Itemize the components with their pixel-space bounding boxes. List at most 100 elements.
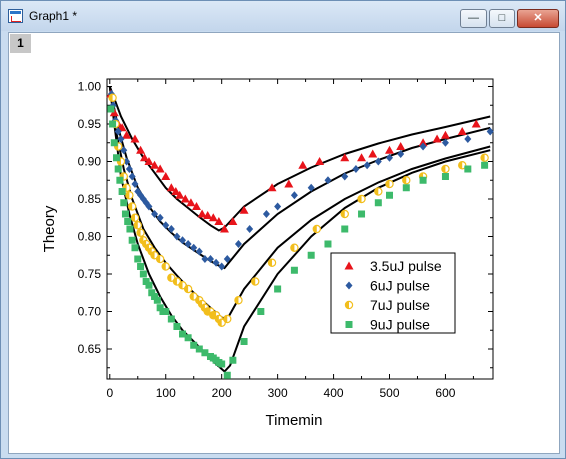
data-point-series-3 xyxy=(312,224,321,234)
x-tick-label: 200 xyxy=(212,386,232,400)
data-point-series-1 xyxy=(219,224,229,233)
legend-marker-series-3 xyxy=(344,300,354,310)
data-point-series-1 xyxy=(117,123,127,132)
data-point-series-2 xyxy=(201,255,209,263)
y-axis-label: Theory xyxy=(41,205,58,252)
close-icon: ✕ xyxy=(533,12,543,24)
data-point-series-4 xyxy=(464,165,472,173)
data-point-series-4 xyxy=(324,240,332,248)
data-point-series-4 xyxy=(240,338,248,345)
x-tick-label: 500 xyxy=(379,386,399,400)
data-point-series-2 xyxy=(234,240,242,248)
data-point-series-1 xyxy=(432,134,442,143)
data-point-series-2 xyxy=(173,232,181,241)
data-point-series-4 xyxy=(419,176,427,184)
data-point-series-4 xyxy=(126,225,134,233)
data-point-series-4 xyxy=(341,225,349,233)
data-point-series-3 xyxy=(357,194,366,204)
data-point-series-3 xyxy=(290,243,299,252)
graph-window-icon[interactable] xyxy=(8,9,23,23)
data-point-series-1 xyxy=(471,119,481,128)
data-point-series-4 xyxy=(128,236,136,244)
data-point-series-3 xyxy=(374,187,383,196)
data-point-series-1 xyxy=(166,183,176,192)
data-point-series-3 xyxy=(183,284,193,294)
data-point-series-1 xyxy=(150,160,160,169)
data-point-series-4 xyxy=(139,270,147,278)
data-point-series-4 xyxy=(195,345,203,353)
minimize-icon: — xyxy=(468,12,479,24)
data-point-series-1 xyxy=(144,157,154,165)
legend-label: 3.5uJ pulse xyxy=(370,258,442,274)
data-point-series-3 xyxy=(223,314,232,324)
y-tick-label: 0.80 xyxy=(78,230,102,244)
data-point-series-4 xyxy=(173,323,181,330)
data-point-series-1 xyxy=(203,211,213,219)
layer-tab[interactable]: 1 xyxy=(10,34,31,53)
data-point-series-3 xyxy=(167,273,176,282)
data-point-series-4 xyxy=(229,356,237,364)
title-bar[interactable]: Graph1 * — □ ✕ xyxy=(1,1,565,31)
data-point-series-2 xyxy=(131,180,139,188)
data-point-series-3 xyxy=(178,281,187,290)
legend[interactable]: 3.5uJ pulse 6uJ pulse 7uJ pulse 9uJ pulse xyxy=(330,252,456,334)
data-point-series-1 xyxy=(267,183,277,192)
data-point-series-4 xyxy=(137,263,145,270)
minimize-button[interactable]: — xyxy=(460,9,487,28)
data-point-series-2 xyxy=(307,183,315,192)
data-point-series-2 xyxy=(397,150,405,158)
y-tick-label: 0.70 xyxy=(78,305,102,319)
data-point-series-4 xyxy=(441,173,449,180)
data-point-series-1 xyxy=(186,198,196,207)
data-point-series-4 xyxy=(116,176,124,184)
data-point-series-4 xyxy=(274,285,282,293)
data-point-series-2 xyxy=(486,127,494,136)
data-point-series-2 xyxy=(151,210,159,218)
maximize-button[interactable]: □ xyxy=(489,9,515,28)
data-point-series-3 xyxy=(172,277,182,286)
data-point-series-3 xyxy=(127,202,137,211)
data-point-series-4 xyxy=(481,161,489,169)
data-point-series-3 xyxy=(441,164,450,174)
data-point-series-2 xyxy=(145,202,153,211)
data-point-series-2 xyxy=(223,255,231,263)
data-point-series-2 xyxy=(419,142,427,151)
data-point-series-2 xyxy=(386,153,394,162)
data-point-series-1 xyxy=(228,217,238,225)
data-point-series-2 xyxy=(167,225,175,233)
data-point-series-1 xyxy=(357,153,367,162)
x-tick-label: 0 xyxy=(106,386,113,400)
legend-marker-series-1 xyxy=(344,261,354,270)
data-point-series-2 xyxy=(184,240,192,248)
data-point-series-1 xyxy=(130,134,140,143)
data-point-series-4 xyxy=(201,349,209,357)
data-point-series-1 xyxy=(208,213,218,222)
data-point-series-4 xyxy=(290,266,298,274)
data-point-series-3 xyxy=(340,209,349,219)
data-point-series-3 xyxy=(385,179,394,189)
data-point-series-2 xyxy=(162,221,170,230)
data-point-series-1 xyxy=(396,142,406,150)
x-axis-label: Timemin xyxy=(266,412,323,429)
data-point-series-4 xyxy=(114,165,122,173)
legend-label: 9uJ pulse xyxy=(370,317,430,333)
data-point-series-4 xyxy=(110,139,118,147)
data-point-series-3 xyxy=(116,157,126,166)
x-tick-label: 300 xyxy=(268,386,288,400)
data-point-series-4 xyxy=(402,184,410,192)
data-point-series-2 xyxy=(374,157,382,166)
data-point-series-4 xyxy=(120,199,128,207)
data-point-series-3 xyxy=(161,262,170,271)
legend-label: 7uJ pulse xyxy=(370,297,430,313)
data-point-series-3 xyxy=(234,296,243,305)
data-point-series-3 xyxy=(125,191,134,200)
data-point-series-4 xyxy=(307,251,315,259)
data-point-series-4 xyxy=(167,315,175,323)
data-point-series-1 xyxy=(139,153,149,162)
data-point-series-3 xyxy=(133,221,142,230)
close-button[interactable]: ✕ xyxy=(517,9,559,28)
data-point-series-4 xyxy=(358,210,366,218)
legend-marker-series-4 xyxy=(345,321,353,328)
data-point-series-2 xyxy=(363,161,371,170)
